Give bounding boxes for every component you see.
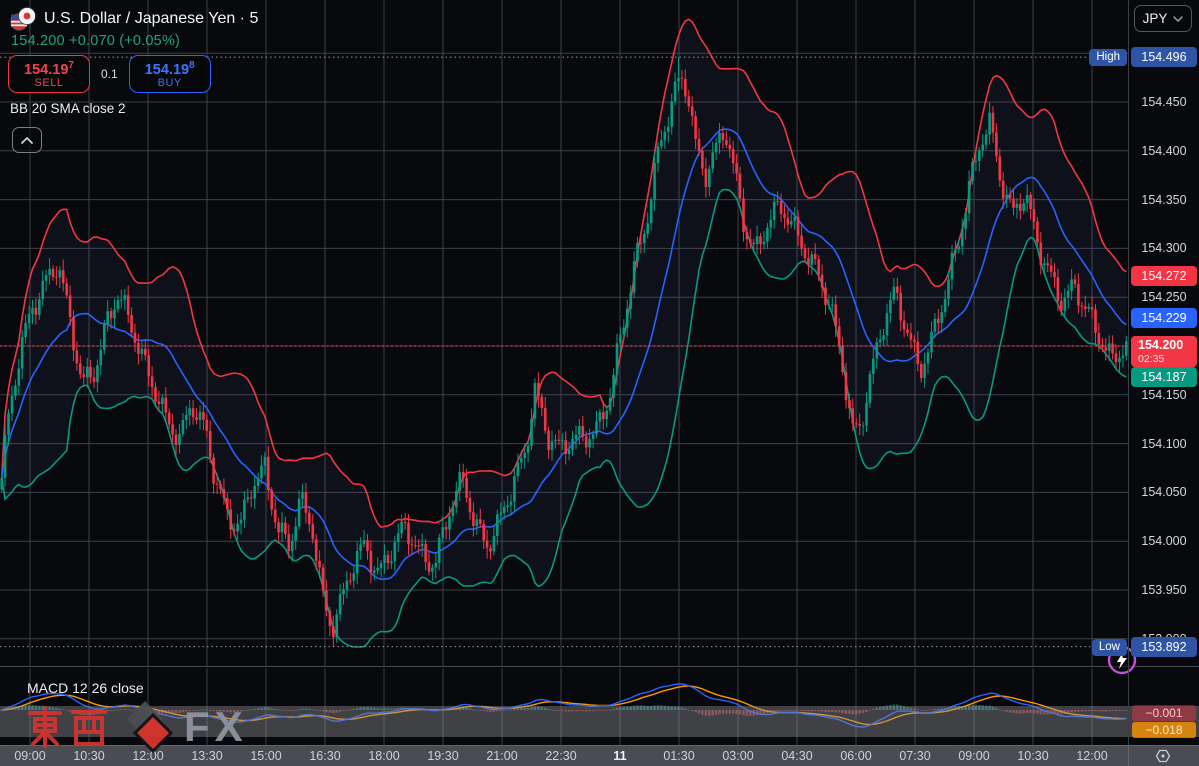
buy-price: 154.198 bbox=[144, 59, 195, 78]
price-tick: 153.950 bbox=[1141, 583, 1187, 597]
macd-signal-value-chip: −0.018 bbox=[1132, 722, 1196, 738]
time-label: 01:30 bbox=[663, 749, 695, 763]
symbol-title: U.S. Dollar / Japanese Yen · 5 bbox=[44, 10, 259, 27]
order-buttons: 154.197 SELL 0.1 154.198 BUY bbox=[8, 55, 211, 93]
chevron-up-icon bbox=[21, 136, 33, 144]
time-label: 22:30 bbox=[545, 749, 577, 763]
bollinger-indicator-label[interactable]: BB 20 SMA close 2 bbox=[10, 101, 126, 116]
price-tick: 154.400 bbox=[1141, 143, 1187, 158]
price-tick: 154.100 bbox=[1141, 436, 1187, 451]
high-price-chip: 154.496 bbox=[1131, 47, 1197, 68]
buy-label: BUY bbox=[157, 77, 182, 90]
macd-indicator-label[interactable]: MACD 12 26 close bbox=[27, 680, 144, 696]
usd-jpy-pair-flags-icon bbox=[10, 7, 36, 31]
time-label: 19:30 bbox=[427, 749, 459, 763]
symbol-header[interactable]: U.S. Dollar / Japanese Yen · 5 bbox=[10, 7, 258, 31]
macd-value-chip: −0.001 bbox=[1132, 705, 1196, 721]
broker-diamond-logo bbox=[127, 701, 174, 754]
time-scale[interactable]: 09:00 10:30 12:00 13:30 15:00 16:30 18:00 19:30… bbox=[0, 745, 1199, 766]
time-label: 03:00 bbox=[722, 749, 754, 763]
broker-watermark: FX bbox=[26, 699, 248, 755]
price-tick: 154.150 bbox=[1141, 387, 1187, 402]
currency-selector[interactable]: JPY bbox=[1134, 5, 1192, 32]
pane-separator[interactable] bbox=[0, 666, 1199, 667]
time-label: 09:00 bbox=[14, 749, 46, 763]
spread-value: 0.1 bbox=[101, 67, 118, 81]
low-price-chip: 153.892 bbox=[1131, 636, 1197, 657]
time-label: 15:00 bbox=[250, 749, 282, 763]
time-label: 06:00 bbox=[840, 749, 872, 763]
time-label: 10:30 bbox=[73, 749, 105, 763]
time-label: 16:30 bbox=[309, 749, 341, 763]
bb-lower-value-chip: 154.187 bbox=[1131, 367, 1197, 387]
price-scale[interactable]: 154.450 154.400 154.350 154.300 154.250 154.1… bbox=[1128, 0, 1199, 745]
high-marker-chip: High bbox=[1089, 49, 1127, 67]
price-tick: 154.300 bbox=[1141, 241, 1187, 256]
sell-button[interactable]: 154.197 SELL bbox=[8, 55, 90, 93]
price-tick: 154.350 bbox=[1141, 192, 1187, 207]
time-label: 04:30 bbox=[781, 749, 813, 763]
price-tick: 154.050 bbox=[1141, 485, 1187, 500]
time-label: 12:00 bbox=[1076, 749, 1108, 763]
time-label: 12:00 bbox=[132, 749, 164, 763]
time-label: 09:00 bbox=[958, 749, 990, 763]
timezone-settings-icon[interactable] bbox=[1152, 748, 1174, 764]
currency-selector-value: JPY bbox=[1142, 11, 1168, 26]
bb-middle-value-chip: 154.229 bbox=[1131, 307, 1197, 328]
sell-price: 154.197 bbox=[24, 59, 74, 78]
price-tick: 154.250 bbox=[1141, 290, 1187, 305]
sell-label: SELL bbox=[34, 77, 64, 90]
time-label: 21:00 bbox=[486, 749, 518, 763]
low-marker-chip: Low bbox=[1091, 638, 1127, 656]
time-label: 11 bbox=[613, 749, 627, 763]
watermark-latin: FX bbox=[184, 703, 248, 750]
time-label: 10:30 bbox=[1017, 749, 1049, 763]
price-tick: 154.450 bbox=[1141, 95, 1187, 109]
price-tick: 154.000 bbox=[1141, 534, 1187, 549]
bottom-overlay-band bbox=[0, 706, 1199, 737]
time-label: 18:00 bbox=[368, 749, 400, 763]
price-change-line: 154.200 +0.070 (+0.05%) bbox=[11, 33, 181, 49]
last-price-chip: 154.200 02:35 bbox=[1131, 336, 1197, 367]
time-label: 13:30 bbox=[191, 749, 223, 763]
collapse-indicators-button[interactable] bbox=[12, 127, 42, 153]
watermark-kanji bbox=[28, 706, 107, 748]
buy-button[interactable]: 154.198 BUY bbox=[128, 55, 211, 93]
axis-corner-divider bbox=[1128, 745, 1129, 766]
chevron-down-icon bbox=[1173, 15, 1184, 22]
main-chart-canvas[interactable] bbox=[0, 0, 1128, 666]
time-label: 07:30 bbox=[899, 749, 931, 763]
bb-upper-value-chip: 154.272 bbox=[1131, 265, 1197, 286]
